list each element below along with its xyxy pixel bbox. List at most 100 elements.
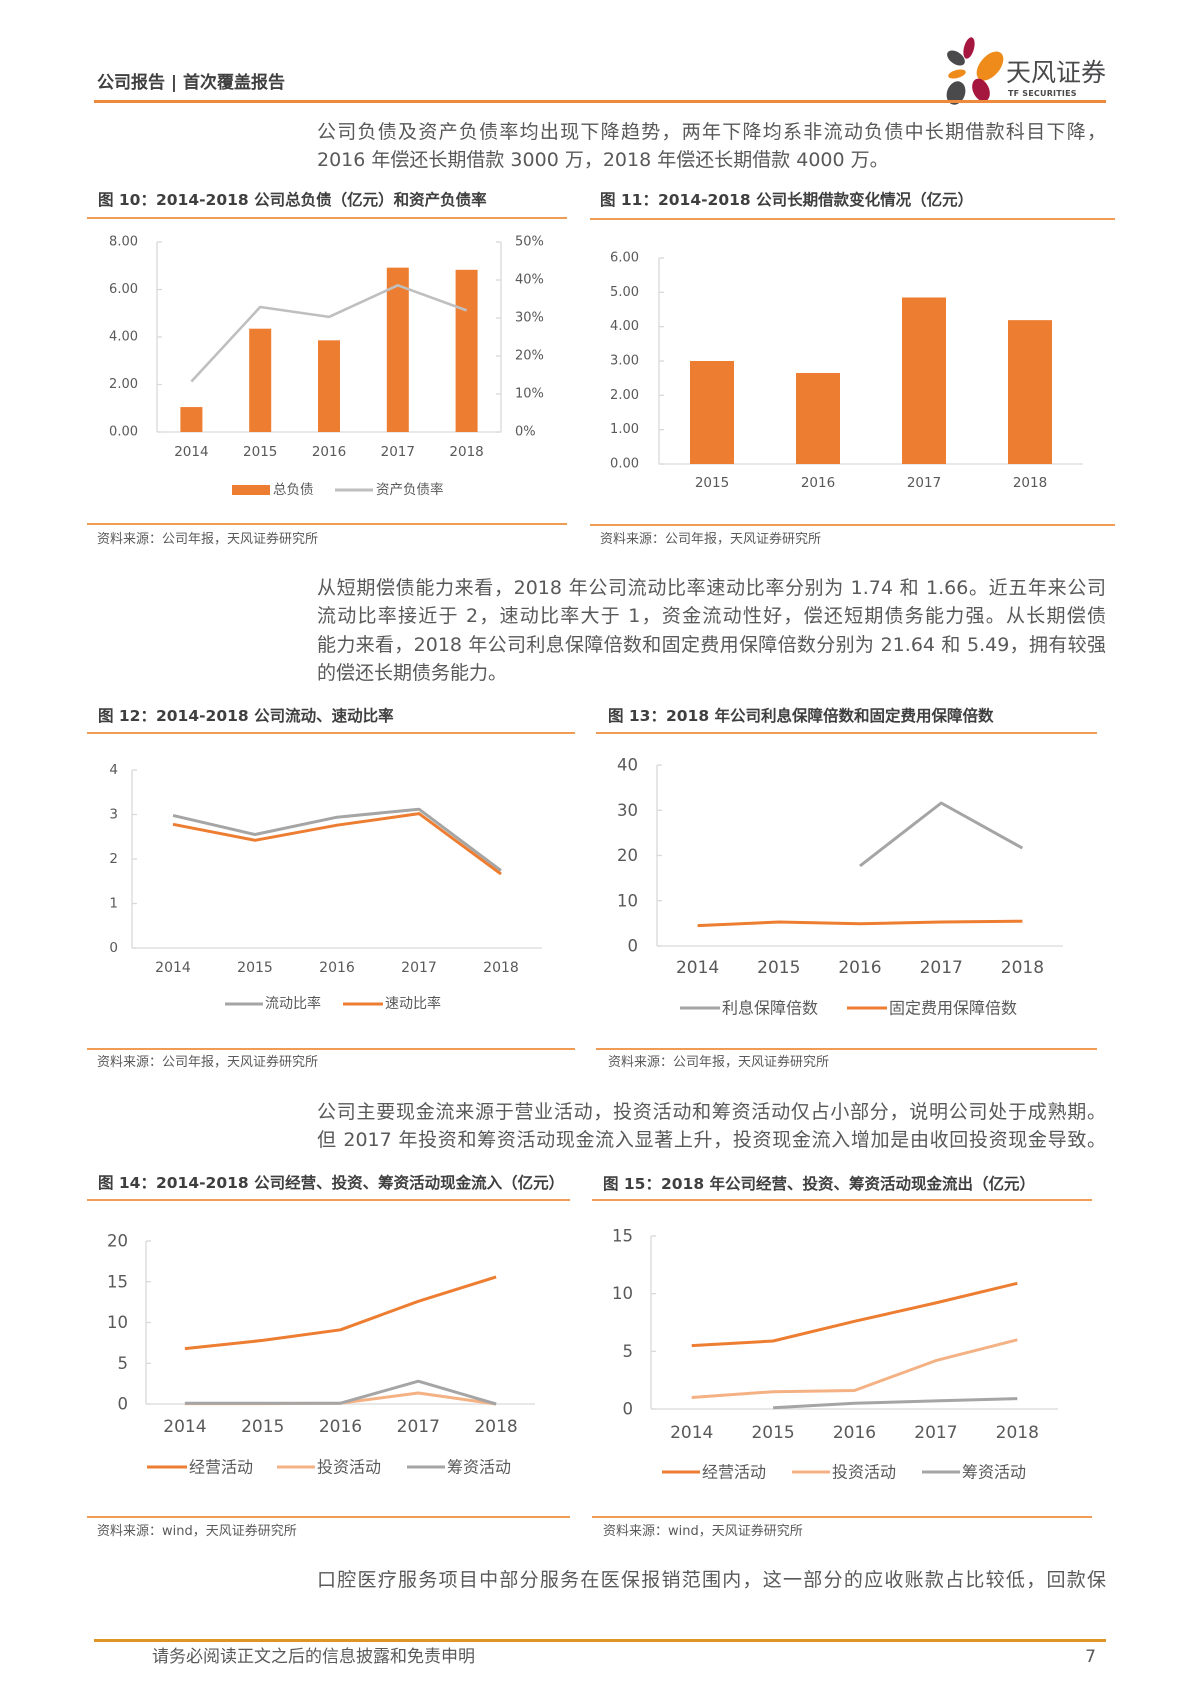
figure-13-coverage-ratio-chart: 图 13：2018 年公司利息保障倍数和固定费用保障倍数 0 10 20 30 40 20… <box>596 704 1097 1074</box>
x-tick-label: 2015 <box>751 1423 794 1443</box>
series-line <box>190 284 468 383</box>
y-tick-label: 4 <box>109 762 118 778</box>
figure-title: 图 15：2018 年公司经营、投资、筹资活动现金流出（亿元） <box>603 1175 1036 1193</box>
bar <box>902 297 946 464</box>
series-line <box>184 1379 497 1406</box>
figure-title-underline <box>590 218 1115 220</box>
series-line <box>172 812 502 876</box>
figure-15-plot: 0 5 10 15 2014 2015 2016 2017 2018 经营活动 投资活动 筹资活动 <box>612 1227 1058 1482</box>
y-right-tick-label: 30% <box>515 311 544 326</box>
figure-13-plot: 0 10 20 30 40 2014 2015 2016 2017 2018 利息保障倍数 固定费用保… <box>617 756 1063 1018</box>
paragraph-line: 能力来看，2018 年公司利息保障倍数和固定费用保障倍数分别为 21.64 和 … <box>317 633 1106 656</box>
x-tick-label: 2014 <box>163 1417 206 1437</box>
y-tick-label: 0 <box>118 1395 129 1414</box>
y-tick-label: 20 <box>107 1232 128 1251</box>
y-tick-label: 2.00 <box>610 388 639 403</box>
paragraph-line: 公司负债及资产负债率均出现下降趋势，两年下降均系非流动负债中长期借款科目下降， <box>317 121 1106 143</box>
x-tick-label: 2017 <box>397 1417 440 1437</box>
series-line <box>691 1338 1018 1399</box>
figure-title-underline <box>87 217 567 219</box>
y-tick-label: 30 <box>617 801 638 820</box>
y-tick-label: 5 <box>623 1342 634 1361</box>
figure-source: 资料来源：wind，天风证券研究所 <box>603 1524 803 1539</box>
bar <box>386 267 409 432</box>
x-tick-label: 2015 <box>757 958 800 978</box>
figure-12-plot: 0 1 2 3 4 2014 2015 2016 2017 2018 流动比率 速动比率 <box>109 762 542 1012</box>
tf-securities-logo-icon <box>946 37 1004 105</box>
bar <box>796 373 840 464</box>
paragraph-solvency: 从短期偿债能力来看，2018 年公司流动比率速动比率分别为 1.74 和 1.6… <box>317 574 1106 687</box>
paragraph-line: 从短期偿债能力来看，2018 年公司流动比率速动比率分别为 1.74 和 1.6… <box>317 577 1106 599</box>
figure-12-liquidity-ratio-chart: 图 12：2014-2018 公司流动、速动比率 0 1 2 3 4 2014 2015 20… <box>87 704 575 1074</box>
y-tick-label: 4.00 <box>610 319 639 334</box>
y-tick-label: 10 <box>107 1313 128 1332</box>
bar <box>455 269 478 432</box>
x-tick-label: 2014 <box>676 958 719 978</box>
series-line <box>184 1275 497 1351</box>
legend-label: 筹资活动 <box>447 1458 511 1477</box>
bar <box>1008 320 1052 464</box>
x-tick-label: 2017 <box>914 1423 957 1443</box>
bar <box>249 328 272 432</box>
legend-label: 投资活动 <box>832 1463 896 1482</box>
paragraph-line: 的偿还长期债务能力。 <box>317 661 508 684</box>
series-line <box>172 807 502 872</box>
y-tick-label: 3.00 <box>610 354 639 369</box>
x-tick-label: 2017 <box>907 475 941 491</box>
legend-label: 筹资活动 <box>962 1463 1026 1482</box>
x-tick-label: 2018 <box>449 444 483 460</box>
y-tick-label: 8.00 <box>109 235 138 250</box>
paragraph-receivables: 口腔医疗服务项目中部分服务在医保报销范围内，这一部分的应收账款占比较低，回款保 <box>317 1566 1106 1594</box>
figure-14-cash-inflow-chart: 图 14：2014-2018 公司经营、投资、筹资活动现金流入（亿元） 0 5 10… <box>87 1171 570 1546</box>
x-tick-label: 2014 <box>174 444 208 460</box>
figure-source-divider <box>87 1048 575 1050</box>
y-tick-label: 3 <box>109 807 118 823</box>
bar <box>180 407 203 432</box>
x-tick-label: 2018 <box>996 1423 1039 1443</box>
y-tick-label: 5 <box>118 1354 129 1373</box>
x-tick-label: 2018 <box>474 1417 517 1437</box>
bar <box>690 361 734 464</box>
y-tick-label: 1 <box>109 896 118 912</box>
y-right-tick-label: 40% <box>515 273 544 288</box>
series-line <box>697 919 1023 928</box>
x-tick-label: 2015 <box>237 960 273 976</box>
figure-source-divider <box>592 1516 1092 1518</box>
figure-10-liabilities-chart: 图 10：2014-2018 公司总负债（亿元）和资产负债率 0.00 2.00 4… <box>87 188 567 553</box>
x-tick-label: 2015 <box>695 475 729 491</box>
figure-source: 资料来源：公司年报，天风证券研究所 <box>97 1055 319 1070</box>
x-tick-label: 2018 <box>1013 475 1047 491</box>
figure-title-underline <box>87 1199 570 1201</box>
legend-label: 资产负债率 <box>376 481 444 498</box>
figure-title: 图 14：2014-2018 公司经营、投资、筹资活动现金流入（亿元） <box>98 1174 565 1192</box>
x-tick-label: 2016 <box>801 475 835 491</box>
footer-divider <box>94 1639 1106 1642</box>
y-tick-label: 40 <box>617 756 638 775</box>
paragraph-liabilities: 公司负债及资产负债率均出现下降趋势，两年下降均系非流动负债中长期借款科目下降， … <box>317 118 1106 175</box>
y-tick-label: 0 <box>628 937 639 956</box>
series-line <box>859 801 1024 868</box>
legend-swatch <box>232 485 270 495</box>
bar <box>318 340 340 432</box>
logo-name-cn: 天风证券 <box>1006 58 1107 87</box>
figure-source: 资料来源：公司年报，天风证券研究所 <box>608 1055 830 1070</box>
figure-11-plot: 0.00 1.00 2.00 3.00 4.00 5.00 6.00 2015 2016 2017… <box>610 251 1083 491</box>
y-tick-label: 10 <box>617 891 638 910</box>
y-tick-label: 6.00 <box>109 282 138 297</box>
x-tick-label: 2017 <box>920 958 963 978</box>
y-tick-label: 2.00 <box>109 377 138 392</box>
figure-source: 资料来源：公司年报，天风证券研究所 <box>600 532 822 547</box>
y-tick-label: 4.00 <box>109 330 138 345</box>
legend-label: 经营活动 <box>189 1458 253 1477</box>
figure-source: 资料来源：wind，天风证券研究所 <box>97 1524 297 1539</box>
paragraph-line: 公司主要现金流来源于营业活动，投资活动和筹资活动仅占小部分，说明公司处于成熟期。 <box>317 1101 1106 1123</box>
figure-source: 资料来源：公司年报，天风证券研究所 <box>97 532 319 547</box>
x-tick-label: 2016 <box>319 1417 362 1437</box>
figure-10-plot: 0.00 2.00 4.00 6.00 8.00 0% 10% 20% 30% 40% 50% 201… <box>109 235 544 499</box>
y-tick-label: 0.00 <box>610 457 639 472</box>
legend-label: 总负债 <box>273 482 314 498</box>
x-tick-label: 2014 <box>670 1423 713 1443</box>
y-right-tick-label: 10% <box>515 387 544 402</box>
figure-14-plot: 0 5 10 15 20 2014 2015 2016 2017 2018 经营活动 投资活动 筹资活动 <box>107 1232 535 1477</box>
legend-label: 速动比率 <box>385 995 441 1012</box>
